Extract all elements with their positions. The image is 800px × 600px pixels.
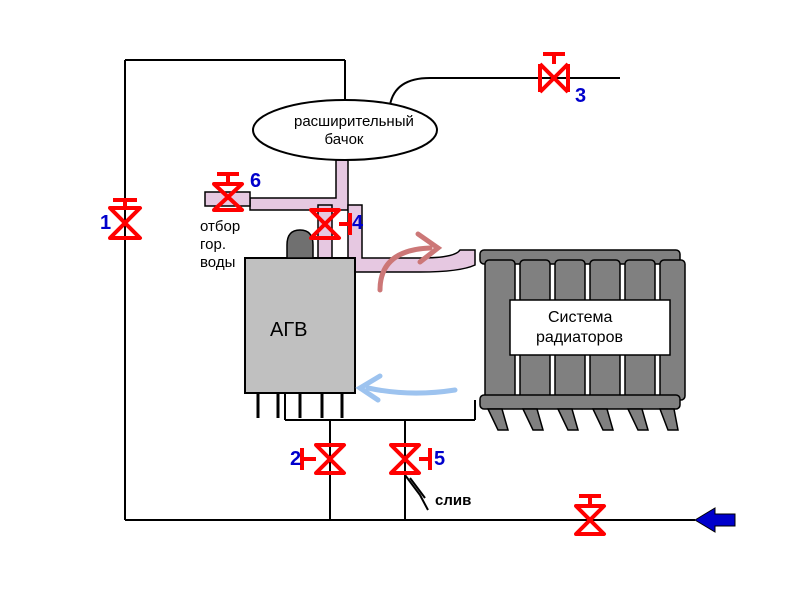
- valve-number-4: 4: [352, 212, 363, 235]
- valve-number-5: 5: [434, 448, 445, 471]
- hot-pipes: [205, 160, 475, 272]
- valve-7: [576, 496, 604, 534]
- inlet-arrow: [695, 508, 735, 532]
- hot-water-tap-label: отбор гор. воды: [200, 218, 240, 272]
- valve-number-2: 2: [290, 448, 301, 471]
- boiler-label: АГВ: [270, 318, 308, 342]
- radiator-label-2: радиаторов: [536, 328, 623, 347]
- valve-number-1: 1: [100, 212, 111, 235]
- radiator-label-1: Система: [548, 308, 612, 327]
- valve-3: [540, 54, 568, 92]
- valve-number-6: 6: [250, 170, 261, 193]
- diagram-svg: [0, 0, 800, 600]
- heating-schematic: расширительный бачок отбор гор. воды АГВ…: [0, 0, 800, 600]
- valve-2: [302, 445, 344, 473]
- tank-label: расширительный бачок: [294, 113, 394, 149]
- valve-5: [391, 445, 430, 473]
- cold-flow-arrow: [360, 376, 455, 400]
- drain-label: слив: [435, 492, 471, 510]
- valve-number-3: 3: [575, 85, 586, 108]
